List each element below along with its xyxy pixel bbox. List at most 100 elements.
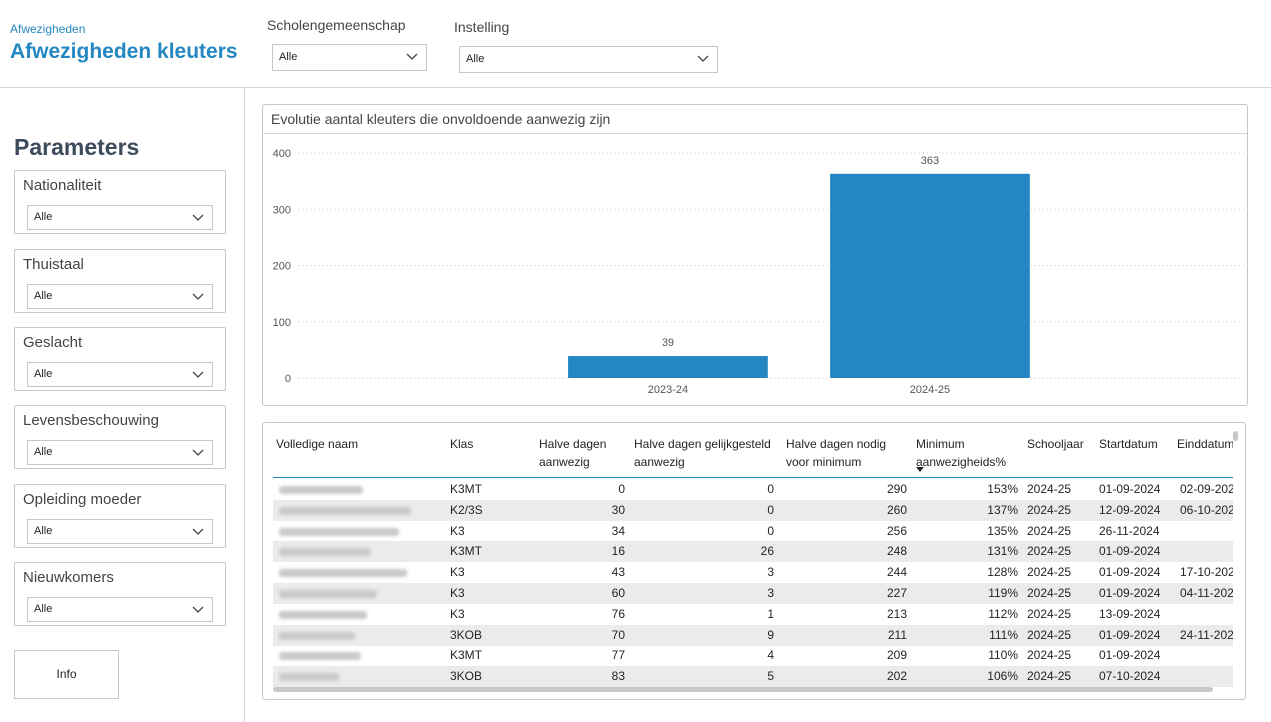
parameter-dropdown[interactable]: Alle xyxy=(27,519,213,544)
info-button[interactable]: Info xyxy=(14,650,119,699)
table-row[interactable]: 3KOB 70 9 211 111% 2024-25 01-09-2024 24-11-202… xyxy=(273,624,1233,646)
page-title: Afwezigheden kleuters xyxy=(10,40,238,63)
redacted-name xyxy=(279,527,399,536)
chevron-down-icon xyxy=(192,214,204,221)
column-header-minimum-pct[interactable]: Minimum aanwezigheids% xyxy=(916,437,1007,469)
chevron-down-icon xyxy=(192,371,204,378)
cell-eind xyxy=(1180,521,1233,542)
column-header-gelijkgesteld[interactable]: Halve dagen gelijkgesteld aanwezig xyxy=(634,437,771,469)
table-row[interactable]: K3 34 0 256 135% 2024-25 26-11-2024 xyxy=(273,521,1233,542)
parameter-dropdown[interactable]: Alle xyxy=(27,597,213,622)
cell-nodig: 260 xyxy=(886,502,907,517)
cell-eind: 17-10-2024 xyxy=(1180,565,1233,580)
cell-aanwezig: 16 xyxy=(611,544,625,559)
table-row[interactable]: K3MT 77 4 209 110% 2024-25 01-09-2024 xyxy=(273,645,1233,666)
instelling-label: Instelling xyxy=(454,19,510,35)
parameter-dropdown[interactable]: Alle xyxy=(27,284,213,309)
redacted-name xyxy=(279,569,407,578)
breadcrumb[interactable]: Afwezigheden xyxy=(10,22,86,36)
chevron-down-icon xyxy=(192,449,204,456)
cell-jaar: 2024-25 xyxy=(1027,502,1072,517)
data-table: Volledige naam Klas Halve dagen aanwezig… xyxy=(262,422,1246,700)
column-header-naam[interactable]: Volledige naam xyxy=(276,437,359,451)
bar-2023-24[interactable] xyxy=(568,356,768,378)
bar-2024-25[interactable] xyxy=(830,173,1030,378)
cell-klas: K2/3S xyxy=(450,502,483,517)
parameter-dropdown[interactable]: Alle xyxy=(27,440,213,465)
parameter-opleiding-moeder: Opleiding moeder Alle xyxy=(14,484,226,548)
column-header-schooljaar[interactable]: Schooljaar xyxy=(1027,437,1084,451)
parameter-levensbeschouwing: Levensbeschouwing Alle xyxy=(14,405,226,469)
table-row[interactable]: K3 43 3 244 128% 2024-25 01-09-2024 17-10-2024 xyxy=(273,562,1233,583)
cell-gelijkgesteld: 26 xyxy=(760,544,774,559)
cell-jaar: 2024-25 xyxy=(1027,544,1072,559)
header-divider xyxy=(0,87,1271,88)
column-header-halve-dagen-aanwezig[interactable]: Halve dagen aanwezig xyxy=(539,437,607,469)
parameter-geslacht: Geslacht Alle xyxy=(14,327,226,391)
cell-start: 01-09-2024 xyxy=(1099,565,1161,580)
cell-pct: 131% xyxy=(987,544,1018,559)
sort-descending-icon xyxy=(916,467,924,472)
y-tick-label: 200 xyxy=(273,261,291,273)
cell-aanwezig: 70 xyxy=(611,627,625,642)
parameter-dropdown[interactable]: Alle xyxy=(27,362,213,387)
chevron-down-icon xyxy=(697,55,709,62)
cell-aanwezig: 0 xyxy=(618,482,625,496)
cell-eind: 04-11-2024 xyxy=(1180,586,1233,600)
cell-jaar: 2024-25 xyxy=(1027,606,1072,621)
cell-start: 26-11-2024 xyxy=(1099,523,1160,538)
cell-jaar: 2024-25 xyxy=(1027,523,1072,538)
vertical-scrollbar[interactable] xyxy=(1233,431,1238,441)
cell-pct: 128% xyxy=(987,565,1018,580)
scholengemeenschap-label: Scholengemeenschap xyxy=(267,17,406,33)
cell-klas: K3MT xyxy=(450,648,483,663)
cell-nodig: 211 xyxy=(887,627,907,642)
cell-pct: 135% xyxy=(987,523,1018,538)
cell-eind xyxy=(1180,604,1233,625)
chart-panel: Evolutie aantal kleuters die onvoldoende… xyxy=(262,104,1248,406)
column-header-einddatum[interactable]: Einddatum xyxy=(1177,437,1233,451)
cell-start: 01-09-2024 xyxy=(1099,482,1161,496)
redacted-name xyxy=(279,506,411,515)
table-row[interactable]: K2/3S 30 0 260 137% 2024-25 12-09-2024 06-10-20… xyxy=(273,499,1233,521)
column-header-klas[interactable]: Klas xyxy=(450,437,474,451)
cell-pct: 119% xyxy=(988,586,1018,600)
cell-gelijkgesteld: 0 xyxy=(767,502,774,517)
table-row[interactable]: K3 76 1 213 112% 2024-25 13-09-2024 xyxy=(273,604,1233,625)
cell-gelijkgesteld: 4 xyxy=(767,648,774,663)
cell-gelijkgesteld: 5 xyxy=(767,669,774,684)
chevron-down-icon xyxy=(406,53,418,60)
cell-aanwezig: 76 xyxy=(611,606,625,621)
parameter-label: Opleiding moeder xyxy=(23,491,142,508)
cell-pct: 111% xyxy=(989,627,1018,642)
cell-klas: 3KOB xyxy=(450,669,483,684)
sidebar-divider xyxy=(244,88,245,722)
cell-gelijkgesteld: 1 xyxy=(767,606,774,621)
redacted-name xyxy=(279,673,339,682)
table-row[interactable]: 3KOB 83 5 202 106% 2024-25 07-10-2024 xyxy=(273,666,1233,688)
horizontal-scrollbar[interactable] xyxy=(273,687,1213,692)
cell-start: 01-09-2024 xyxy=(1099,586,1161,600)
column-header-startdatum[interactable]: Startdatum xyxy=(1099,437,1158,451)
bar-chart: 0 100 200 300 400 39 2023-24 363 2024-25 xyxy=(273,148,1245,396)
data-label: 39 xyxy=(662,337,674,349)
cell-nodig: 290 xyxy=(886,482,907,496)
parameter-dropdown[interactable]: Alle xyxy=(27,205,213,230)
column-header-nodig[interactable]: Halve dagen nodig voor minimum xyxy=(786,437,887,469)
scholengemeenschap-dropdown[interactable]: Alle xyxy=(272,44,427,71)
instelling-dropdown[interactable]: Alle xyxy=(459,46,718,73)
cell-start: 01-09-2024 xyxy=(1099,544,1161,559)
parameter-label: Geslacht xyxy=(23,334,83,351)
cell-jaar: 2024-25 xyxy=(1027,648,1072,663)
table-row[interactable]: K3MT 16 26 248 131% 2024-25 01-09-2024 xyxy=(273,541,1233,563)
cell-aanwezig: 60 xyxy=(611,586,625,600)
table-row[interactable]: K3MT 0 0 290 153% 2024-25 01-09-2024 02-09-2024 xyxy=(273,479,1233,500)
cell-start: 01-09-2024 xyxy=(1099,648,1161,663)
parameter-nieuwkomers: Nieuwkomers Alle xyxy=(14,562,226,626)
cell-nodig: 209 xyxy=(886,648,907,663)
table-row[interactable]: K3 60 3 227 119% 2024-25 01-09-2024 04-11-2024 xyxy=(273,583,1233,604)
cell-gelijkgesteld: 0 xyxy=(767,482,774,496)
parameter-value: Alle xyxy=(34,290,53,302)
parameter-value: Alle xyxy=(34,211,53,223)
y-tick-label: 400 xyxy=(273,148,291,160)
